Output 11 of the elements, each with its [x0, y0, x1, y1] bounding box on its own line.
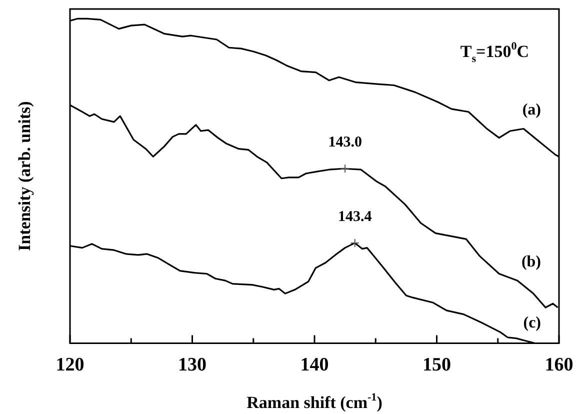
y-axis-title: Intensity (arb. units) — [15, 101, 34, 251]
series-label: (a) — [522, 102, 541, 119]
x-tick-label: 140 — [300, 354, 329, 376]
x-tick-label: 160 — [544, 354, 574, 376]
x-tick-label: 130 — [178, 354, 206, 376]
x-tick-label: 150 — [422, 354, 451, 376]
series-label: (c) — [523, 314, 542, 332]
annotation: 143.0 — [328, 134, 362, 151]
series-label: (b) — [521, 254, 542, 271]
annotation: 143.4 — [338, 208, 372, 225]
x-tick-label: 120 — [56, 354, 84, 376]
